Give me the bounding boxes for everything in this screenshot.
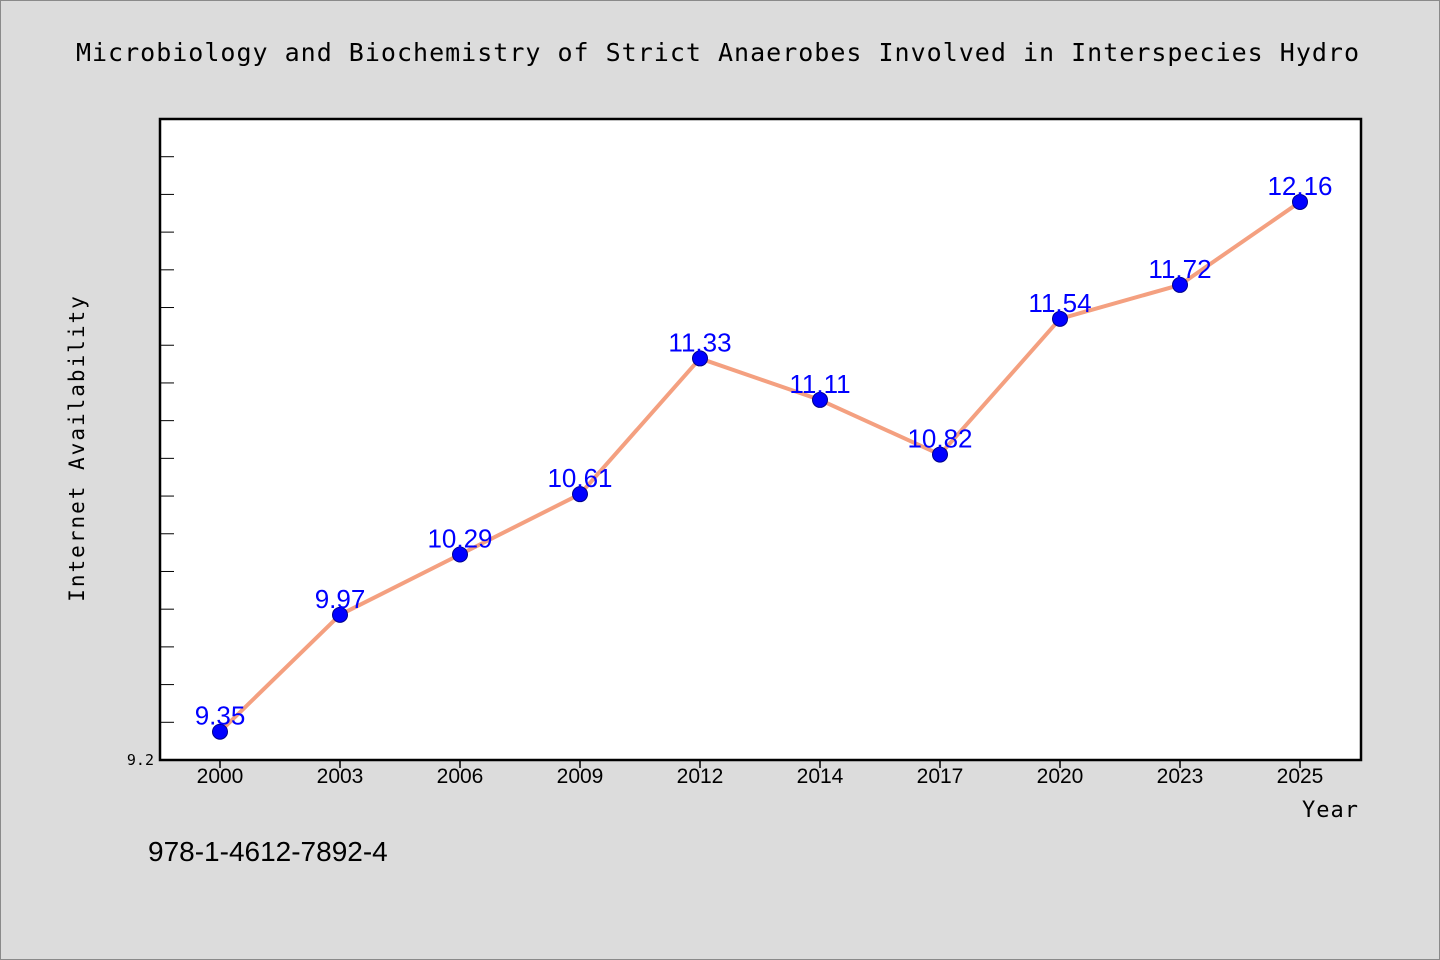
chart-title: Microbiology and Biochemistry of Strict … — [76, 38, 1360, 67]
data-point — [572, 486, 588, 503]
data-point — [1052, 310, 1068, 327]
y-tick-label: 9.2 — [127, 751, 154, 769]
data-point — [332, 606, 348, 623]
data-point — [812, 391, 828, 408]
data-point — [1292, 193, 1308, 210]
data-label: 11.11 — [789, 369, 850, 399]
isbn-code: 978-1-4612-7892-4 — [148, 836, 388, 867]
x-tick-label: 2006 — [437, 765, 484, 788]
series-line — [218, 200, 1302, 734]
plot-area — [160, 119, 1361, 760]
x-tick-label: 2012 — [677, 765, 724, 788]
x-tick-label: 2003 — [317, 765, 364, 788]
y-axis-label: Internet Availability — [65, 294, 89, 602]
x-tick-label: 2020 — [1037, 765, 1084, 788]
data-point — [452, 546, 468, 563]
data-label: 10.29 — [427, 524, 492, 554]
data-label: 11.72 — [1148, 254, 1211, 284]
data-point — [692, 350, 708, 367]
y-axis-ticks: 9.2 — [127, 156, 174, 769]
data-point — [932, 446, 948, 463]
data-point — [1172, 276, 1188, 293]
data-label: 10.61 — [547, 463, 612, 493]
data-label: 9.35 — [195, 701, 246, 731]
data-label: 11.54 — [1028, 288, 1091, 318]
x-tick-label: 2009 — [557, 765, 604, 788]
data-label: 9.97 — [315, 584, 366, 614]
x-tick-label: 2017 — [917, 765, 964, 788]
x-axis-ticks: 2000 2003 2006 2009 2012 2014 2017 2020 2023 2025 — [197, 760, 1324, 788]
data-label: 11.33 — [668, 327, 731, 357]
data-label: 10.82 — [907, 424, 972, 454]
x-tick-label: 2000 — [197, 765, 244, 788]
x-tick-label: 2025 — [1277, 765, 1324, 788]
plot-border — [158, 117, 1363, 762]
data-point — [212, 723, 228, 740]
data-label: 12.16 — [1267, 171, 1332, 201]
x-axis-label: Year — [1302, 798, 1359, 823]
x-tick-label: 2023 — [1157, 765, 1204, 788]
series-group: 9.35 9.97 10.29 10.61 11.33 11.11 10.82 11.54 11… — [195, 171, 1333, 740]
x-tick-label: 2014 — [797, 765, 844, 788]
